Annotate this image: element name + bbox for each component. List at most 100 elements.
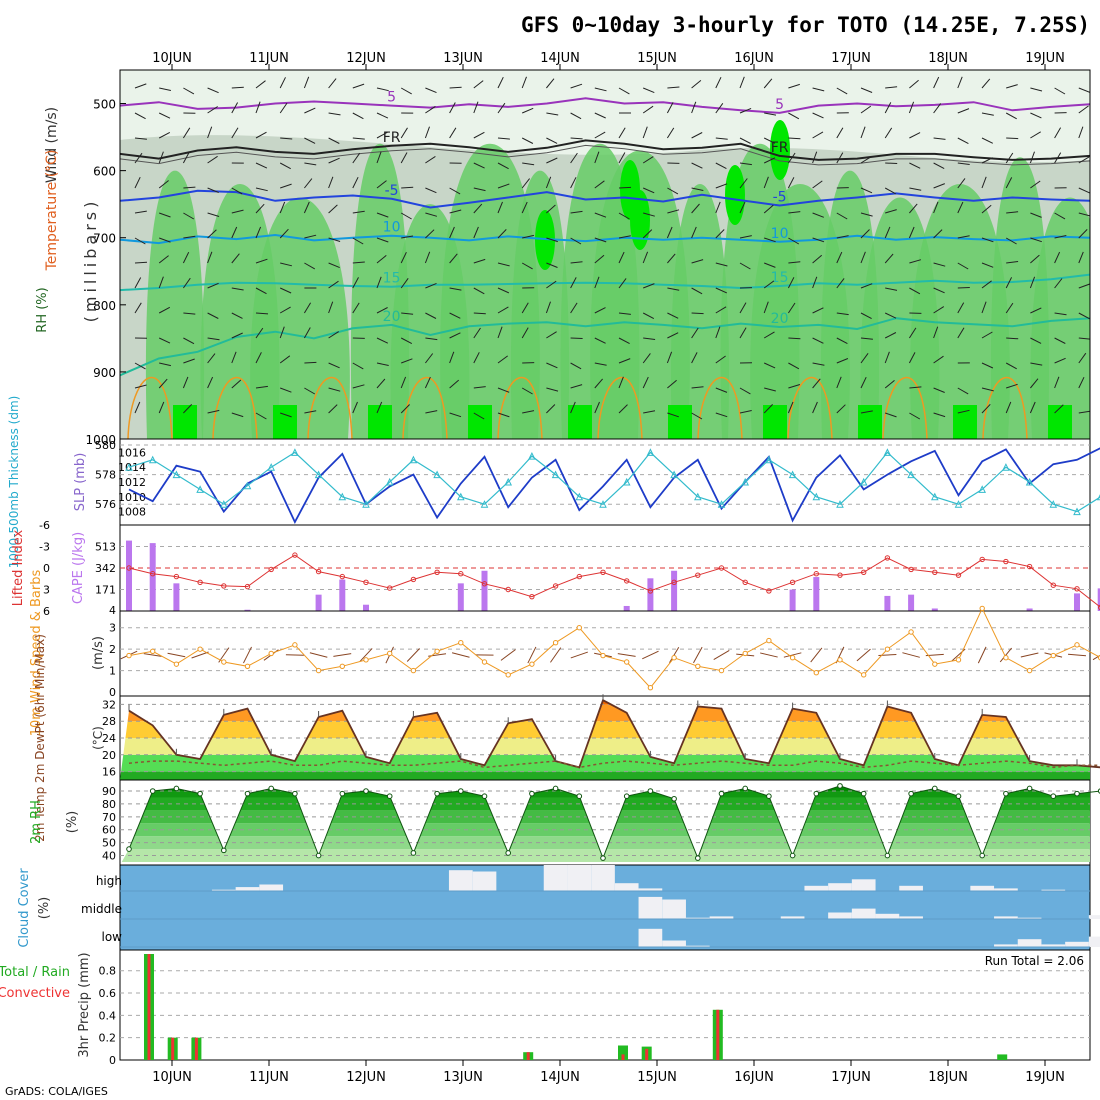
wind-barb xyxy=(856,648,871,662)
upper-wind-barb xyxy=(280,183,292,189)
cloud-level-label: high xyxy=(96,874,122,888)
cloud-block xyxy=(567,865,592,891)
upper-wind-barb xyxy=(183,186,196,189)
upper-wind-barb xyxy=(643,212,655,217)
upper-wind-barb xyxy=(715,76,722,89)
upper-wind-barb xyxy=(522,162,535,166)
upper-wind-barb xyxy=(522,234,535,239)
slp-point xyxy=(219,500,228,508)
precip-total-bar xyxy=(618,1045,628,1060)
lifted-index-point xyxy=(932,569,938,575)
upper-wind-barb xyxy=(1078,337,1090,340)
slp-tick-label: 1008 xyxy=(118,506,146,519)
upper-wind-barb xyxy=(521,137,534,144)
lifted-index-point xyxy=(837,572,843,578)
upper-wind-barb xyxy=(1006,137,1019,140)
upper-wind-barb xyxy=(715,412,728,418)
upper-wind-barb xyxy=(425,312,437,319)
upper-wind-barb xyxy=(182,152,190,164)
precip-tick-label: 0.8 xyxy=(99,965,117,978)
wind-speed-point xyxy=(789,655,796,661)
upper-wind-barb xyxy=(812,237,825,243)
upper-wind-barb xyxy=(909,132,921,139)
upper-wind-barb xyxy=(352,384,365,389)
temp-tick-label: 24 xyxy=(102,732,116,745)
upper-wind-barb xyxy=(618,186,632,189)
rh-point xyxy=(908,790,914,797)
upper-wind-barb xyxy=(280,137,293,140)
upper-wind-barb xyxy=(594,112,606,119)
upper-wind-barb xyxy=(449,127,457,139)
cloud-units: (%) xyxy=(37,897,52,920)
cloud-block xyxy=(1088,936,1100,947)
upper-wind-barb xyxy=(618,235,631,239)
upper-wind-barb xyxy=(231,226,238,239)
upper-wind-barb xyxy=(449,287,462,291)
upper-wind-barb xyxy=(280,262,293,267)
lifted-index-point xyxy=(292,552,298,558)
upper-wind-barb xyxy=(497,102,506,114)
upper-wind-barb xyxy=(1054,278,1063,289)
upper-wind-barb xyxy=(909,187,922,191)
upper-wind-barb xyxy=(183,312,196,315)
slp-point xyxy=(978,485,987,493)
upper-wind-barb xyxy=(885,162,898,164)
upper-wind-barb xyxy=(812,87,825,92)
wind-speed-point xyxy=(766,637,772,644)
upper-wind-barb xyxy=(134,302,142,314)
upper-wind-barb xyxy=(207,155,218,164)
rh-point xyxy=(529,790,535,797)
upper-wind-barb xyxy=(1030,112,1042,119)
upper-wind-barb xyxy=(521,201,528,214)
rh-line xyxy=(128,785,1100,860)
upper-wind-barb xyxy=(666,127,675,139)
upper-wind-barb xyxy=(376,362,389,366)
bottom-date-axis: 10JUN 11JUN 12JUN 13JUN 14JUN 15JUN 16JUN 17JUN… xyxy=(152,1060,1065,1085)
precip-convective-bar xyxy=(171,1037,175,1060)
isotherm-label: -5 xyxy=(385,183,399,199)
upper-wind-barb xyxy=(376,180,387,189)
rh-point xyxy=(386,793,393,799)
wind-speed-point xyxy=(150,648,156,654)
upper-wind-barb xyxy=(739,76,745,89)
top-date-label: 17JUN xyxy=(831,51,871,66)
temp2m-ylabel: 2m Temp 2m DewPt (6hr Min/Max) xyxy=(33,634,47,842)
upper-wind-barb xyxy=(352,237,364,245)
upper-wind-barb xyxy=(134,176,141,189)
upper-wind-barb xyxy=(279,102,288,114)
rh-surface-core xyxy=(173,405,197,439)
upper-wind-barb xyxy=(981,137,994,144)
upper-wind-barb xyxy=(691,226,697,239)
cape-bar xyxy=(1074,593,1080,611)
upper-wind-barb xyxy=(231,102,239,114)
upper-wind-barb xyxy=(521,262,533,270)
upper-wind-barb xyxy=(933,412,946,418)
upper-wind-barb xyxy=(207,212,220,217)
lifted-index-point xyxy=(908,566,914,573)
upper-wind-barb xyxy=(352,83,365,89)
upper-wind-barb xyxy=(642,353,651,364)
cloud-block xyxy=(851,908,876,919)
rh-green-plume xyxy=(910,184,1010,439)
upper-wind-barb xyxy=(594,212,607,218)
wind-speed-point xyxy=(837,657,843,663)
upper-wind-barb xyxy=(884,102,892,114)
upper-wind-barb xyxy=(1029,401,1036,414)
top-date-label: 14JUN xyxy=(540,51,580,66)
upper-wind-barb xyxy=(183,337,195,345)
isotherm-label: 10 xyxy=(383,220,401,236)
wind-speed-point xyxy=(1074,642,1080,648)
upper-wind-barb xyxy=(908,352,916,364)
rh-point xyxy=(1003,790,1009,797)
upper-wind-barb xyxy=(594,362,607,366)
upper-wind-barb xyxy=(933,287,945,294)
upper-wind-barb xyxy=(425,337,438,341)
rh-bright-core xyxy=(535,210,555,270)
upper-wind-barb xyxy=(473,162,485,169)
wind10m-frame xyxy=(119,610,1091,697)
upper-wind-barb xyxy=(304,361,317,364)
upper-wind-barb xyxy=(425,155,436,164)
upper-wind-barb xyxy=(304,234,317,239)
upper-wind-barb xyxy=(884,127,893,139)
upper-wind-barb xyxy=(691,287,703,295)
